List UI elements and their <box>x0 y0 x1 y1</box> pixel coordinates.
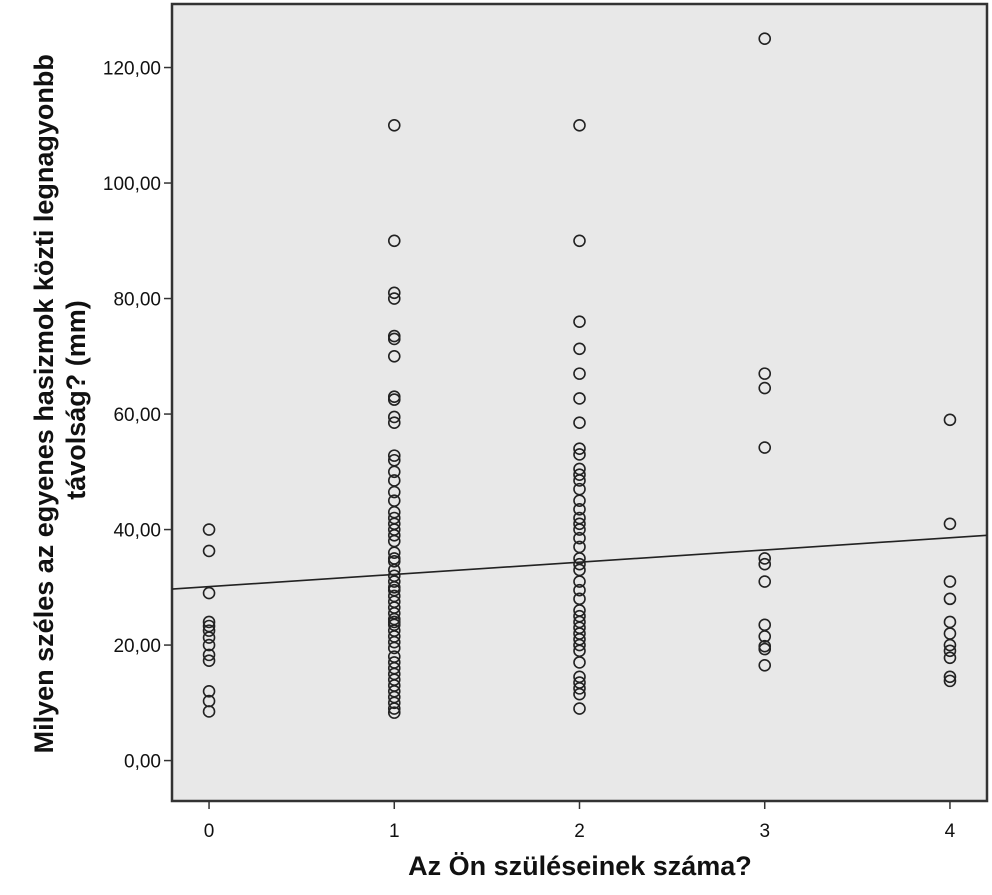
data-point <box>202 705 216 718</box>
data-point <box>202 638 216 652</box>
data-point <box>573 118 586 132</box>
y-axis-title: Milyen széles az egyenes hasizmok közti … <box>29 47 91 754</box>
data-point <box>573 523 586 536</box>
y-tick-label: 20,00 <box>113 636 161 657</box>
data-point <box>573 682 586 695</box>
x-tick-label: 0 <box>204 821 215 842</box>
data-point <box>758 441 772 454</box>
data-point <box>202 631 216 644</box>
data-point <box>943 674 957 688</box>
y-tick-label: 0,00 <box>124 752 161 773</box>
y-tick-label: 40,00 <box>113 521 161 542</box>
data-point <box>387 416 401 430</box>
data-point <box>573 702 586 715</box>
fit-line <box>171 534 988 590</box>
data-point <box>758 367 772 380</box>
data-point <box>387 234 401 248</box>
y-tick-label: 100,00 <box>103 174 161 195</box>
data-point <box>387 575 401 588</box>
data-point <box>387 118 401 132</box>
data-point <box>943 670 957 684</box>
data-point <box>387 696 401 710</box>
data-point <box>943 638 957 652</box>
data-point <box>387 641 401 655</box>
plot-area <box>170 2 989 803</box>
data-point <box>573 494 586 507</box>
x-tick-label: 2 <box>574 821 585 842</box>
data-points <box>202 32 957 719</box>
data-point <box>202 615 216 629</box>
data-point <box>758 381 772 395</box>
data-point <box>573 392 586 405</box>
x-axis: 0 1 2 3 4 <box>204 801 956 842</box>
y-tick-label: 120,00 <box>103 59 161 80</box>
data-point <box>387 485 401 499</box>
data-point <box>943 644 957 658</box>
y-tick-label: 80,00 <box>113 290 161 311</box>
data-point <box>758 552 772 565</box>
data-point <box>202 648 216 662</box>
data-point <box>573 557 586 571</box>
x-tick-label: 4 <box>945 821 956 842</box>
data-point <box>943 592 957 606</box>
data-point <box>387 349 401 363</box>
data-point <box>202 624 216 637</box>
y-axis-title-line-1: Milyen széles az egyenes hasizmok közti … <box>29 54 59 753</box>
data-point <box>387 410 401 424</box>
data-point <box>758 642 772 656</box>
data-point <box>387 529 401 542</box>
data-point <box>202 586 216 600</box>
data-point <box>943 651 957 665</box>
data-point <box>573 687 586 701</box>
data-point <box>573 575 586 588</box>
data-point <box>573 638 586 652</box>
data-point <box>202 544 216 558</box>
data-point <box>758 557 772 571</box>
data-point <box>573 367 586 380</box>
x-tick-label: 3 <box>759 821 770 842</box>
data-point <box>387 465 401 479</box>
data-point <box>573 416 586 430</box>
data-point <box>943 575 957 588</box>
data-point <box>387 393 401 406</box>
data-point <box>758 575 772 588</box>
data-point <box>573 583 586 597</box>
data-point <box>387 286 401 300</box>
data-point <box>573 468 586 481</box>
data-point <box>573 315 586 328</box>
data-point <box>387 449 401 462</box>
data-point <box>387 706 401 719</box>
data-point <box>573 503 586 516</box>
data-point <box>758 630 772 643</box>
data-point <box>573 234 586 248</box>
data-point <box>387 332 401 346</box>
x-tick-label: 1 <box>389 821 400 842</box>
data-point <box>202 684 216 698</box>
data-point <box>573 442 586 456</box>
y-axis-title-line-2: távolság? (mm) <box>61 300 91 500</box>
data-point <box>573 342 586 356</box>
data-point <box>202 654 216 667</box>
data-point <box>758 32 772 45</box>
data-point <box>573 656 586 669</box>
data-point <box>387 702 401 715</box>
data-point <box>387 555 401 568</box>
x-axis-title: Az Ön szüléseinek száma? <box>408 851 752 881</box>
data-point <box>202 523 216 536</box>
data-point <box>573 448 586 461</box>
data-point <box>387 292 401 305</box>
y-axis: 0,00 20,00 40,00 60,00 80,00 100,00 120,00 <box>103 59 172 773</box>
data-point <box>758 658 772 672</box>
data-point <box>387 546 401 559</box>
data-point <box>943 517 957 531</box>
data-point <box>573 474 586 487</box>
y-tick-label: 60,00 <box>113 405 161 426</box>
data-point <box>943 413 957 427</box>
data-point <box>387 635 401 649</box>
data-point <box>573 531 586 545</box>
data-point <box>573 517 586 531</box>
